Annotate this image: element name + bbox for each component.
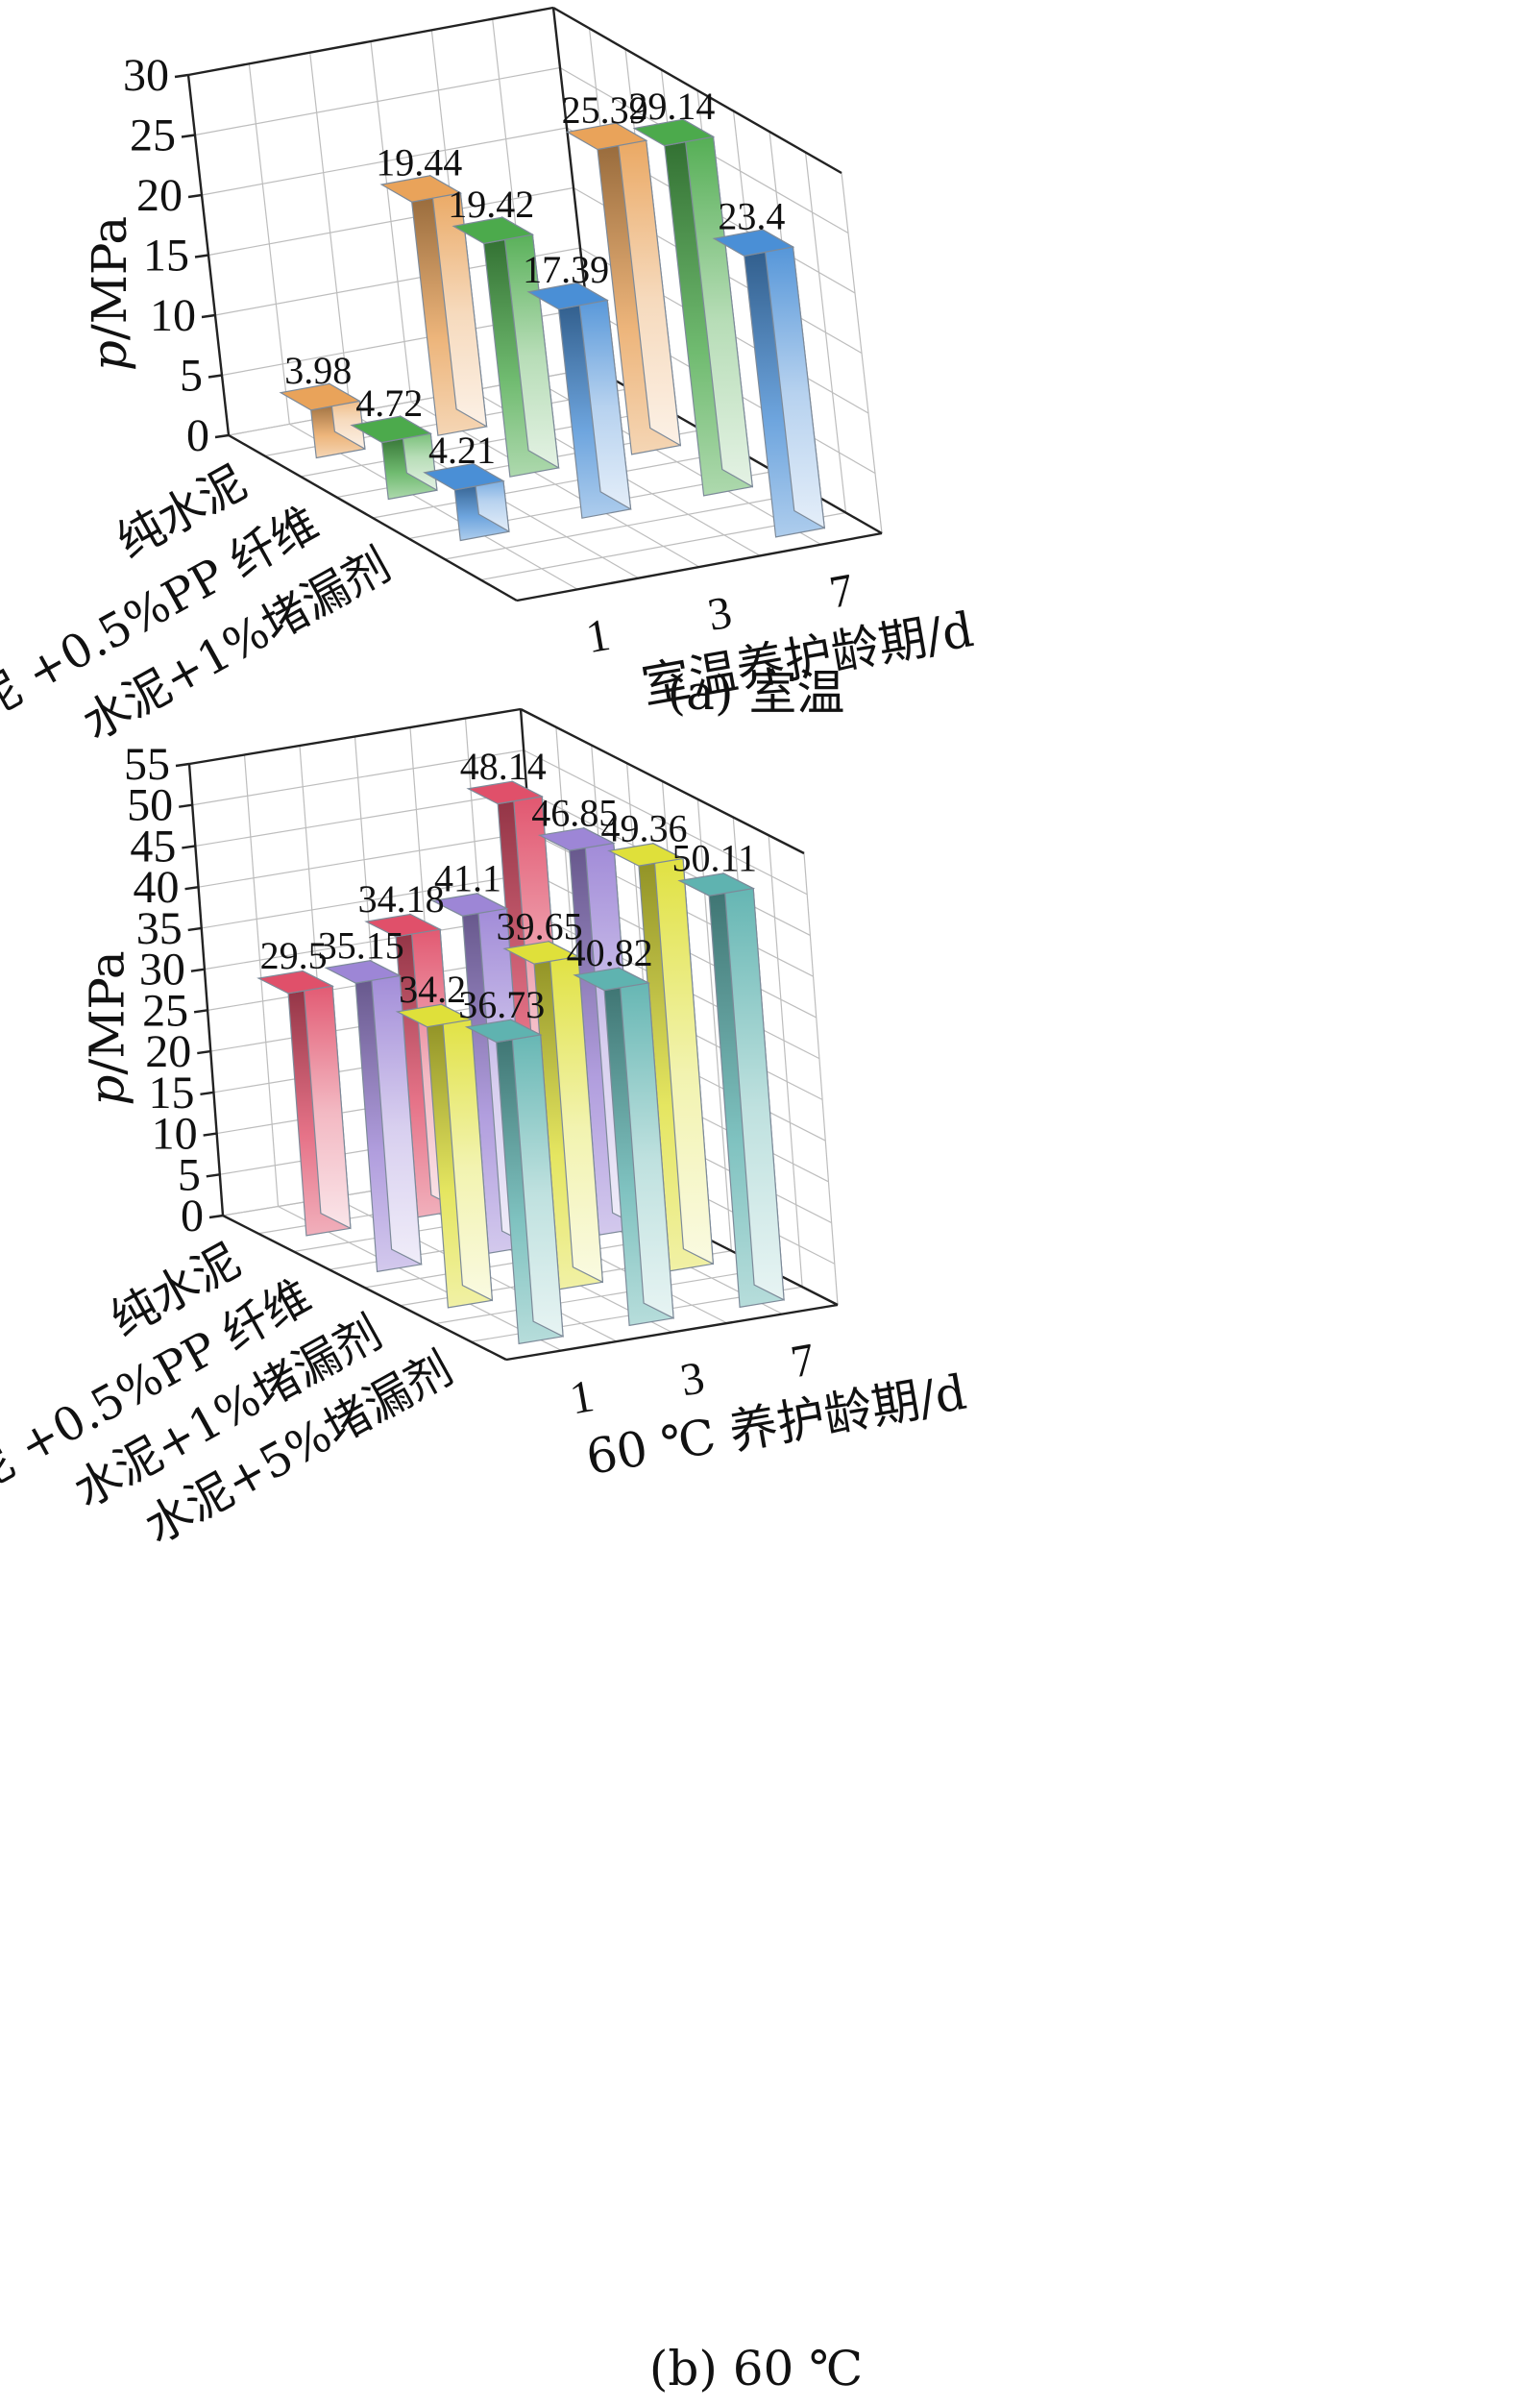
y-axis-title-symbol: p (82, 340, 137, 371)
value-label: 50.11 (671, 837, 757, 880)
bars (279, 118, 826, 542)
y-tick-label: 10 (152, 1109, 198, 1160)
y-tick-label: 30 (123, 50, 169, 101)
value-label: 39.65 (497, 904, 583, 947)
bar-top-face (565, 122, 648, 151)
value-label: 17.39 (523, 248, 609, 291)
bar-top-face (379, 175, 463, 203)
bar-top-face (364, 913, 443, 938)
value-label: 40.82 (567, 931, 653, 974)
bar (677, 872, 785, 1309)
bar (464, 1019, 564, 1345)
value-label: 19.44 (376, 141, 462, 184)
bar (395, 1003, 494, 1309)
x-tick-label: 7 (787, 1334, 818, 1388)
bar (324, 959, 423, 1273)
y-tick-label: 0 (186, 410, 209, 461)
y-axis-title-symbol: p (80, 1075, 135, 1106)
x-tick-label: 1 (566, 1370, 598, 1424)
value-label: 4.21 (428, 429, 496, 472)
value-label: 49.36 (600, 806, 687, 849)
value-label: 23.4 (718, 195, 785, 238)
bar (350, 414, 438, 501)
y-tick-label: 10 (150, 290, 196, 341)
y-tick-label: 25 (142, 985, 188, 1036)
bar-top-face (537, 827, 616, 851)
x-tick-label: 3 (676, 1352, 708, 1406)
value-label: 4.72 (355, 381, 423, 425)
bar (423, 462, 510, 542)
bar (502, 940, 604, 1290)
value-label: 19.42 (448, 183, 534, 226)
y-tick-label: 20 (136, 170, 183, 221)
bar (712, 228, 826, 538)
value-label: 46.85 (531, 791, 618, 834)
bar-top-face (451, 216, 535, 245)
value-label: 34.18 (358, 877, 445, 921)
y-tick-label: 35 (136, 903, 183, 954)
value-labels: 48.14 34.18 29.5 46.85 41.1 35.15 49.36 39.65 34… (260, 745, 757, 1026)
bar-top-face (464, 1019, 543, 1044)
y-tick-label: 0 (181, 1191, 204, 1241)
y-axis-title-unit: /MPa (82, 216, 137, 340)
bar (565, 121, 682, 455)
y-tick-label: 5 (180, 351, 203, 402)
y-tick-label: 45 (130, 821, 176, 872)
bar-top-face (607, 843, 685, 867)
value-label: 41.1 (434, 857, 501, 900)
bar-top-face (256, 970, 335, 995)
x-tick-label: 1 (582, 609, 614, 663)
value-label: 35.15 (318, 923, 404, 967)
bars (256, 780, 785, 1345)
x-tick-label: 3 (704, 587, 736, 641)
value-label: 3.98 (284, 349, 352, 392)
y-axis-title-unit: /MPa (80, 950, 135, 1074)
value-label: 29.5 (260, 934, 328, 977)
value-label: 29.14 (628, 85, 715, 128)
value-label: 25.39 (562, 88, 648, 132)
y-axis-title: p/MPa (82, 216, 137, 371)
bar-top-face (279, 382, 362, 411)
value-label: 36.73 (458, 983, 545, 1026)
bar-top-face (526, 282, 609, 310)
panel-caption: (b) 60 ℃ (649, 2341, 863, 2396)
bar (526, 282, 632, 519)
chart-panel-a: 0 5 10 15 20 25 30 p/MPa 19.44 3.98 25.39 19.42 4.72… (0, 6, 977, 753)
y-tick-label: 55 (124, 739, 170, 790)
bar (573, 967, 674, 1327)
value-label: 48.14 (460, 745, 547, 788)
value-labels: 19.44 3.98 25.39 19.42 4.72 29.14 17.39 4.21 23.… (284, 85, 785, 472)
x-axis-title: 60 ℃ 养护龄期/d (582, 1364, 970, 1487)
bar (256, 970, 352, 1237)
panel-caption: (a) 室温 (668, 665, 845, 721)
bar (632, 118, 754, 497)
y-tick-label: 5 (178, 1149, 201, 1200)
x-tick-label: 7 (826, 564, 858, 618)
bar-top-face (712, 229, 795, 258)
bar-top-face (466, 780, 545, 805)
bar (279, 382, 366, 459)
bar-top-face (350, 415, 433, 444)
y-tick-label: 15 (143, 231, 189, 282)
bar-top-face (423, 462, 505, 491)
y-tick-label: 40 (134, 862, 180, 913)
bar-top-face (573, 967, 650, 992)
bar (379, 174, 488, 436)
bar-top-face (395, 1003, 474, 1028)
bar-top-face (324, 960, 403, 984)
y-tick-label: 25 (130, 111, 176, 161)
value-label: 34.2 (399, 968, 466, 1011)
y-tick-label: 50 (127, 780, 173, 831)
bar (451, 215, 560, 478)
y-tick-label: 20 (145, 1026, 191, 1077)
bar-top-face (677, 872, 756, 897)
bar-top-face (502, 941, 580, 965)
y-axis-title: p/MPa (80, 950, 135, 1105)
bar-top-face (632, 118, 716, 147)
y-tick-label: 30 (139, 945, 185, 995)
bar-top-face (430, 893, 509, 917)
y-tick-label: 15 (148, 1068, 194, 1118)
